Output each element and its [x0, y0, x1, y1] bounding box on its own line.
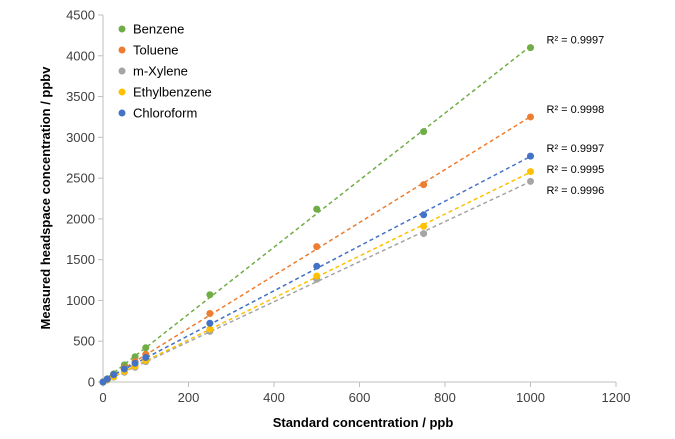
data-points	[99, 44, 534, 386]
data-point-benzene	[131, 353, 139, 361]
r2-label: R² = 0.9995	[547, 164, 605, 176]
trendline-m-xylene	[102, 180, 531, 383]
data-point-ethylbenzene	[527, 168, 534, 176]
legend-label: Ethylbenzene	[133, 85, 212, 100]
x-tick-label: 200	[178, 390, 200, 405]
data-point-ethylbenzene	[313, 272, 321, 280]
x-tick-label: 400	[263, 390, 285, 405]
x-tick-label: 1000	[516, 390, 545, 405]
y-tick-label: 4000	[66, 48, 95, 63]
data-point-ethylbenzene	[420, 222, 428, 230]
data-point-toluene	[420, 181, 428, 189]
y-axis-title: Measured headspace concentration / ppbv	[38, 66, 53, 330]
data-point-chloroform	[142, 354, 150, 362]
data-point-m-xylene	[527, 177, 534, 185]
legend: Benzene Toluene m-Xylene Ethylbenzene Chloro…	[118, 22, 212, 121]
data-point-chloroform	[110, 371, 118, 379]
r2-label: R² = 0.9996	[547, 185, 605, 197]
legend-marker	[118, 109, 126, 117]
y-tick-labels: 0 500 1000 1500 2000 2500 3000 3500 4000 4500	[66, 8, 103, 390]
data-point-chloroform	[131, 359, 139, 367]
data-point-chloroform	[103, 375, 111, 383]
legend-label: Chloroform	[133, 106, 197, 121]
data-point-chloroform	[527, 152, 534, 160]
data-point-benzene	[206, 291, 214, 299]
x-tick-labels: 0 200 400 600 800 1000 1200	[99, 382, 630, 405]
r2-label: R² = 0.9997	[547, 35, 605, 47]
data-point-benzene	[142, 344, 150, 352]
data-point-chloroform	[206, 319, 214, 327]
data-point-benzene	[313, 205, 321, 213]
data-point-chloroform	[313, 262, 321, 270]
legend-label: Benzene	[133, 22, 184, 37]
legend-label: m-Xylene	[133, 64, 188, 79]
data-point-benzene	[420, 128, 428, 136]
y-tick-label: 0	[88, 375, 95, 390]
data-point-toluene	[527, 113, 534, 121]
x-tick-label: 800	[434, 390, 456, 405]
legend-marker	[118, 67, 126, 75]
y-tick-label: 1000	[66, 293, 95, 308]
legend-label: Toluene	[133, 43, 179, 58]
r-squared-labels: R² = 0.9997 R² = 0.9998 R² = 0.9997 R² = 0.…	[547, 35, 605, 197]
legend-marker	[118, 46, 126, 54]
y-tick-label: 2500	[66, 171, 95, 186]
data-point-ethylbenzene	[206, 325, 214, 333]
y-tick-label: 4500	[66, 8, 95, 23]
legend-marker	[118, 25, 126, 33]
y-tick-label: 3500	[66, 89, 95, 104]
r2-label: R² = 0.9998	[547, 104, 605, 116]
data-point-toluene	[313, 243, 321, 251]
y-tick-label: 500	[73, 334, 95, 349]
data-point-m-xylene	[420, 230, 428, 238]
data-point-benzene	[527, 44, 534, 52]
x-tick-label: 600	[349, 390, 371, 405]
y-tick-label: 2000	[66, 211, 95, 226]
data-point-chloroform	[120, 365, 128, 373]
data-point-toluene	[206, 309, 214, 317]
y-tick-label: 3000	[66, 130, 95, 145]
data-point-chloroform	[420, 211, 428, 219]
legend-marker	[118, 88, 126, 96]
x-axis-title: Standard concentration / ppb	[273, 415, 454, 430]
x-tick-label: 0	[99, 390, 106, 405]
y-tick-label: 1500	[66, 252, 95, 267]
r2-label: R² = 0.9997	[547, 143, 605, 155]
x-tick-label: 1200	[602, 390, 631, 405]
